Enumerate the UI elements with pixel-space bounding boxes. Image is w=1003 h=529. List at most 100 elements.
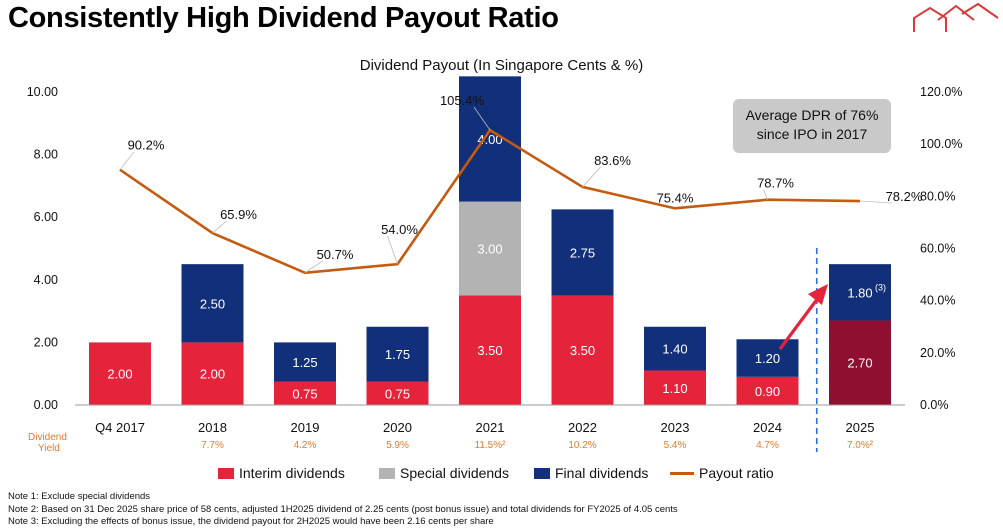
- chart-legend: Interim dividends Special dividends Fina…: [0, 464, 1003, 482]
- dividend-yield-value: 7.7%: [201, 440, 224, 451]
- bar-interim-dividends: [736, 376, 799, 405]
- bar-superscript-label: (3): [875, 282, 886, 292]
- footnote-3: Note 3: Excluding the effects of bonus i…: [8, 516, 494, 527]
- bar-final-dividends: [736, 339, 799, 377]
- bar-value-label: 0.75: [292, 386, 317, 401]
- bar-final-dividends: [829, 264, 891, 321]
- bar-interim-dividends: [181, 342, 244, 405]
- chart-title: Dividend Payout (In Singapore Cents & %): [359, 57, 644, 74]
- bar-value-label: 0.90: [755, 384, 780, 399]
- payout-ratio-label: 78.7%: [757, 176, 794, 191]
- bar-final-dividends: [181, 264, 244, 343]
- bar-interim-dividends: [829, 320, 891, 405]
- legend-special-swatch: [379, 467, 395, 479]
- category-label: 2024: [753, 420, 782, 435]
- dividend-yield-label: Dividend: [28, 432, 67, 443]
- bar-value-label: 1.80: [847, 285, 872, 300]
- payout-label-leader: [763, 189, 768, 200]
- bar-value-label: 2.50: [200, 296, 225, 311]
- bar-special-dividends: [459, 201, 521, 296]
- bar-value-label: 1.75: [385, 347, 410, 362]
- payout-label-leader: [473, 106, 491, 131]
- bar-value-label: 4.00: [477, 132, 502, 147]
- category-label: 2022: [568, 420, 597, 435]
- category-label: Q4 2017: [95, 420, 145, 435]
- dividend-yield-label: Yield: [38, 443, 60, 454]
- bar-interim-dividends: [459, 295, 521, 405]
- bar-value-label: 1.10: [662, 381, 687, 396]
- dividend-yield-value: 7.0%²: [847, 440, 874, 451]
- y-left-tick-label: 2.00: [34, 335, 58, 349]
- callout-line2: since IPO in 2017: [756, 126, 868, 142]
- payout-label-leader: [859, 200, 893, 204]
- bar-value-label: 0.75: [385, 386, 410, 401]
- payout-ratio-label: 65.9%: [220, 207, 257, 222]
- payout-ratio-label: 54.0%: [381, 222, 418, 237]
- y-left-tick-label: 8.00: [34, 148, 58, 162]
- payout-ratio-label: 78.2%: [886, 189, 923, 204]
- payout-label-leader: [119, 151, 135, 170]
- bar-interim-dividends: [89, 342, 151, 405]
- legend-interim-swatch: [218, 467, 234, 479]
- category-label: 2020: [383, 420, 412, 435]
- footnote-1: Note 1: Exclude special dividends: [8, 491, 151, 502]
- dividend-chart: 0.00 2.00 4.00 6.00 8.00 10.00 0.0% 20.0% 40.0% 6…: [27, 76, 962, 454]
- y-right-tick-label: 80.0%: [920, 189, 955, 203]
- bar-interim-dividends: [274, 381, 336, 405]
- y-right-tick-label: 120.0%: [920, 85, 962, 99]
- bar-final-dividends: [274, 342, 336, 382]
- y-left-tick-label: 6.00: [34, 210, 58, 224]
- dividend-yield-value: 11.5%²: [475, 440, 507, 451]
- bar-value-label: 3.50: [477, 343, 502, 358]
- payout-ratio-label: 105.4%: [440, 93, 485, 108]
- highlight-arrow-line: [778, 297, 820, 350]
- legend-special: Special dividends: [379, 464, 509, 482]
- legend-interim-label: Interim dividends: [239, 465, 345, 481]
- category-label: 2018: [198, 420, 227, 435]
- legend-payout-swatch: [670, 471, 694, 475]
- bar-value-label: 1.20: [755, 351, 780, 366]
- payout-label-leader: [387, 236, 398, 265]
- house-roofline-logo-icon: [913, 2, 999, 32]
- average-dpr-callout: Average DPR of 76% since IPO in 2017: [733, 99, 891, 153]
- legend-final: Final dividends: [534, 464, 648, 482]
- category-label: 2025: [846, 420, 875, 435]
- bar-final-dividends: [366, 326, 429, 382]
- bar-value-label: 2.00: [107, 367, 132, 382]
- bar-value-label: 2.00: [200, 367, 225, 382]
- legend-payout: Payout ratio: [670, 464, 774, 482]
- bar-value-label: 1.25: [292, 355, 317, 370]
- y-right-tick-label: 0.0%: [920, 398, 949, 412]
- dividend-yield-value: 4.2%: [294, 440, 317, 451]
- y-left-tick-label: 0.00: [34, 398, 58, 412]
- y-right-tick-label: 60.0%: [920, 242, 955, 256]
- dividend-yield-value: 5.4%: [664, 440, 687, 451]
- bar-value-label: 1.40: [662, 342, 687, 357]
- legend-final-label: Final dividends: [555, 465, 649, 481]
- bar-value-label: 3.50: [570, 343, 595, 358]
- payout-ratio-label: 90.2%: [128, 138, 165, 153]
- y-right-tick-label: 40.0%: [920, 294, 955, 308]
- y-left-tick-label: 10.00: [27, 85, 58, 99]
- bar-value-label: 3.00: [477, 242, 502, 257]
- bar-interim-dividends: [644, 370, 706, 405]
- category-label: 2023: [661, 420, 690, 435]
- highlight-arrow-head: [808, 284, 828, 305]
- callout-line1: Average DPR of 76%: [745, 107, 879, 123]
- bar-interim-dividends: [551, 295, 614, 405]
- legend-interim: Interim dividends: [218, 464, 345, 482]
- payout-ratio-label: 75.4%: [657, 190, 694, 205]
- dividend-yield-value: 10.2%: [568, 440, 596, 451]
- legend-special-label: Special dividends: [400, 465, 509, 481]
- page-title: Consistently High Dividend Payout Ratio: [8, 2, 559, 34]
- bar-final-dividends: [644, 326, 706, 371]
- footnotes: Note 1: Exclude special dividends Note 2…: [8, 491, 678, 529]
- payout-ratio-label: 83.6%: [594, 153, 631, 168]
- dividend-yield-value: 4.7%: [756, 440, 779, 451]
- legend-final-swatch: [534, 467, 550, 479]
- payout-label-leader: [212, 220, 227, 234]
- footnote-2: Note 2: Based on 31 Dec 2025 share price…: [8, 503, 678, 515]
- legend-payout-label: Payout ratio: [699, 465, 774, 481]
- category-label: 2021: [476, 420, 505, 435]
- bar-final-dividends: [551, 209, 614, 296]
